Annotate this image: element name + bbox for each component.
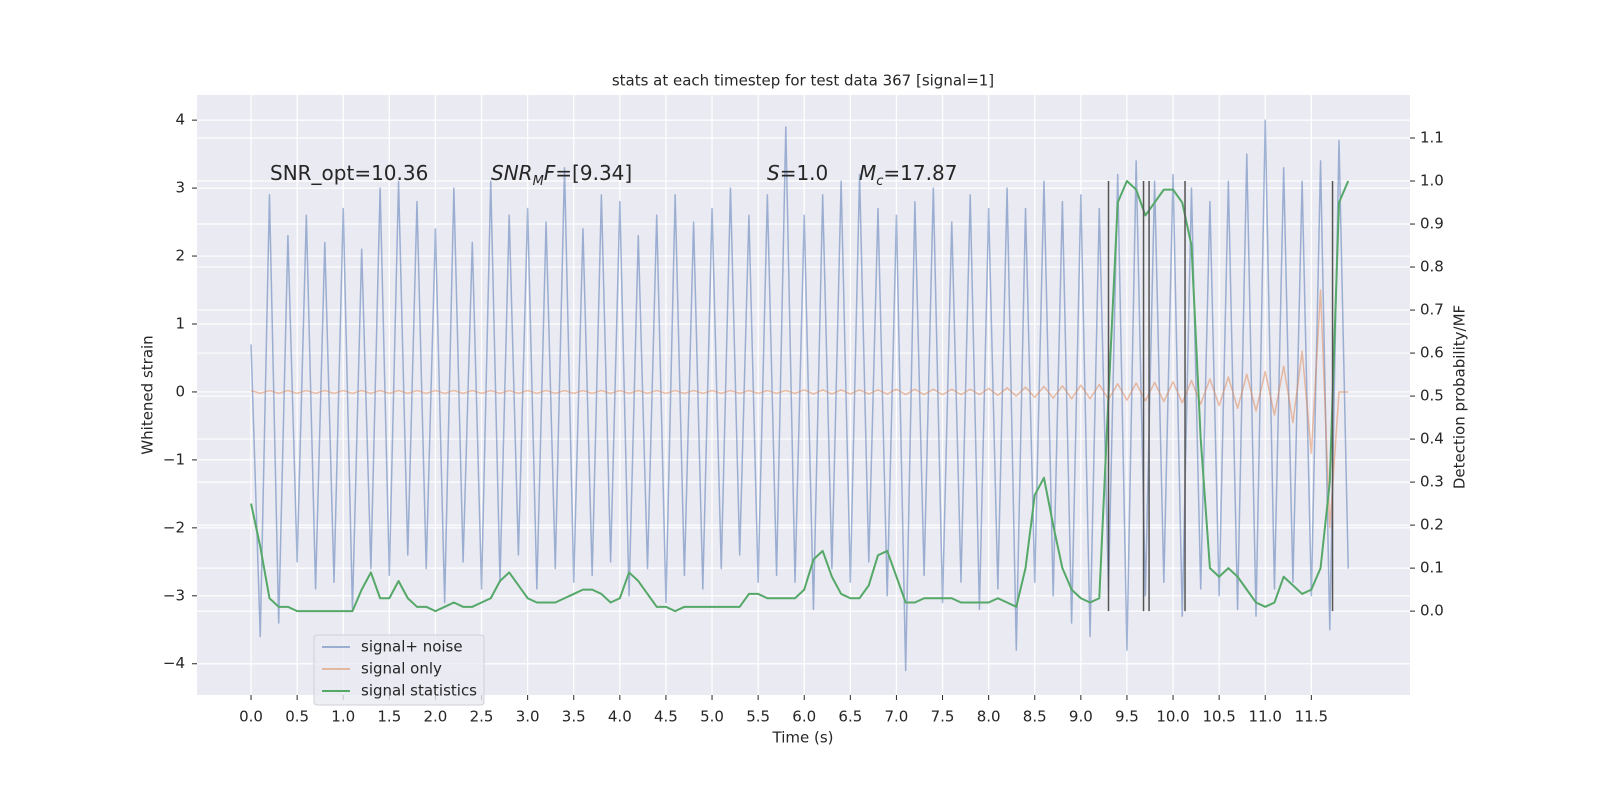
- annotation: S=1.0: [767, 161, 828, 185]
- x-tick-label: 7.0: [885, 708, 909, 726]
- y2-tick-label: 0.5: [1420, 387, 1444, 405]
- x-tick-label: 4.5: [654, 708, 678, 726]
- annotation-part: =17.87: [883, 161, 957, 185]
- x-tick-label: 0.5: [285, 708, 309, 726]
- x-tick-label: 10.0: [1156, 708, 1189, 726]
- marks: [250, 119, 1350, 672]
- chart-title: stats at each timestep for test data 367…: [612, 72, 994, 90]
- x-tick-label: 2.5: [470, 708, 494, 726]
- x-tick-label: 0.0: [239, 708, 263, 726]
- y-tick-label: −2: [163, 518, 185, 536]
- annotation: Mc=17.87: [859, 161, 957, 189]
- x-tick-label: 11.0: [1249, 708, 1282, 726]
- y2-tick-label: 0.1: [1420, 559, 1444, 577]
- x-tick-label: 7.5: [931, 708, 955, 726]
- x-tick-label: 9.5: [1115, 708, 1139, 726]
- x-tick-label: 8.0: [977, 708, 1001, 726]
- series-line: [250, 119, 1349, 672]
- y-tick-label: −1: [163, 450, 185, 468]
- x-tick-label: 9.0: [1069, 708, 1093, 726]
- y2-tick-label: 0.3: [1420, 473, 1444, 491]
- y-axis-label: Whitened strain: [139, 335, 157, 454]
- annotation-part: c: [876, 174, 883, 189]
- y2-tick-label: 0.2: [1420, 516, 1444, 534]
- legend-box: [313, 634, 485, 706]
- x-tick-label: 3.0: [516, 708, 540, 726]
- labels: 0.0 0.5 1.0 1.5 2.0 2.5 3.0 3.5 4.0 4.5 5.0 5.5 6.0 6…: [163, 111, 1444, 726]
- y-tick-label: 4: [175, 111, 185, 129]
- x-tick-label: 1.5: [377, 708, 401, 726]
- annotation: SNR_opt=10.36: [270, 161, 428, 185]
- annotation-part: =[9.34]: [555, 161, 632, 185]
- series-line: [250, 289, 1349, 529]
- x-tick-label: 6.5: [838, 708, 862, 726]
- y2-tick-label: 0.9: [1420, 215, 1444, 233]
- y2-tick-label: 1.0: [1420, 172, 1444, 190]
- x-tick-label: 10.5: [1202, 708, 1235, 726]
- y2-tick-label: 0.0: [1420, 602, 1444, 620]
- y-tick-label: 2: [175, 247, 185, 265]
- y2-tick-label: 1.1: [1420, 129, 1444, 147]
- x-tick-label: 3.5: [562, 708, 586, 726]
- series-line: [250, 180, 1350, 613]
- y-tick-label: 1: [175, 314, 185, 332]
- annotation-part: =1.0: [780, 161, 829, 185]
- y-tick-label: 3: [175, 179, 185, 197]
- annotation-part: M: [859, 161, 876, 185]
- x-tick-label: 11.5: [1295, 708, 1328, 726]
- annotation: SNRMF=[9.34]: [491, 161, 632, 189]
- annotation-part: F: [544, 161, 556, 185]
- x-tick-label: 4.0: [608, 708, 632, 726]
- annotation-part: S: [767, 161, 780, 185]
- y-tick-label: −4: [163, 654, 185, 672]
- y-tick-label: −3: [163, 586, 185, 604]
- y2-axis-label: Detection probability/MF: [1451, 305, 1469, 489]
- legend-label: signal only: [361, 660, 442, 678]
- y2-tick-label: 0.7: [1420, 301, 1444, 319]
- y-tick-label: 0: [175, 382, 185, 400]
- annotation-part: SNR_opt=10.36: [270, 161, 428, 185]
- x-tick-label: 2.0: [424, 708, 448, 726]
- x-tick-label: 8.5: [1023, 708, 1047, 726]
- x-axis-label: Time (s): [772, 729, 834, 747]
- x-tick-label: 1.0: [331, 708, 355, 726]
- annotation-part: M: [533, 174, 544, 189]
- x-tick-label: 5.5: [746, 708, 770, 726]
- x-tick-label: 5.0: [700, 708, 724, 726]
- y2-tick-label: 0.6: [1420, 344, 1444, 362]
- x-tick-label: 6.0: [792, 708, 816, 726]
- annotation-part: SNR: [491, 161, 533, 185]
- y2-tick-label: 0.4: [1420, 430, 1444, 448]
- legend-label: signal+ noise: [361, 638, 463, 656]
- legend-label: signal statistics: [361, 682, 477, 700]
- y2-tick-label: 0.8: [1420, 258, 1444, 276]
